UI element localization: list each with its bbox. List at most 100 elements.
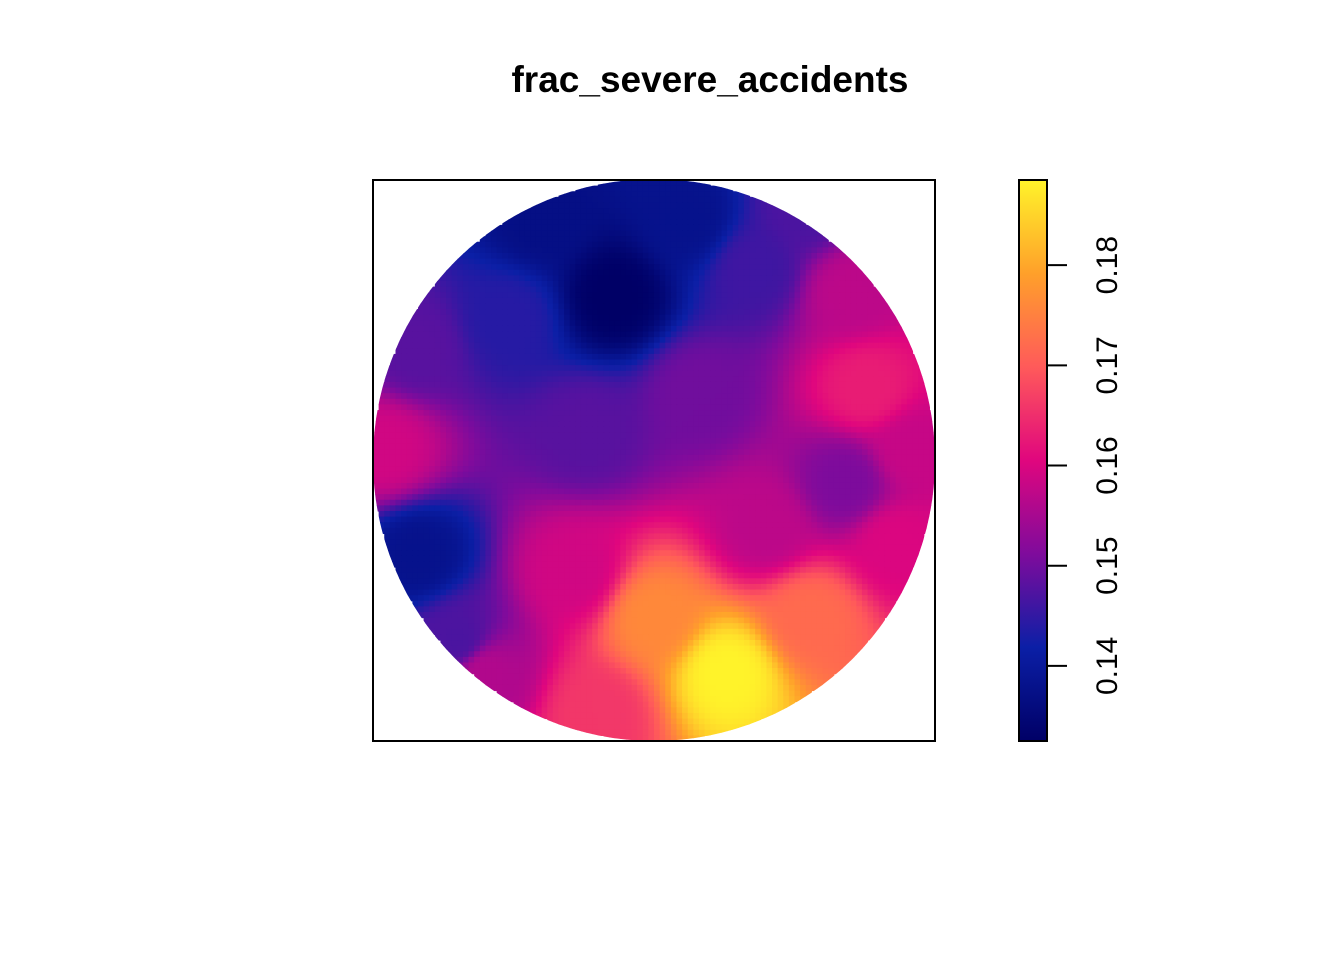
heat-cell [395,494,402,501]
heat-cell [485,236,492,243]
heat-cell [906,510,914,518]
heat-cell [845,309,852,316]
heat-cell [845,460,852,467]
heat-cell [440,297,447,305]
heat-cell [648,286,655,293]
heat-cell [654,426,661,434]
heat-cell [676,337,683,344]
heat-cell [586,404,593,411]
heat-cell [597,438,605,445]
heat-cell [704,443,711,450]
heat-cell [558,404,565,411]
heat-cell [401,342,408,349]
heat-cell [620,297,627,305]
heat-cell [625,438,633,445]
heat-cell [805,224,812,232]
heat-cell [558,297,565,305]
heat-cell [373,421,380,428]
heat-cell [412,471,419,478]
heat-cell [474,303,481,310]
heat-cell [811,314,818,321]
heat-cell [474,370,481,377]
heat-cell [603,410,610,417]
heat-cell [423,505,430,512]
heat-cell [603,219,610,226]
heat-cell [620,398,627,405]
heat-cell [822,510,829,518]
heat-cell [631,510,638,518]
heat-cell [755,510,762,518]
heat-cell [760,499,767,506]
heat-cell [861,449,869,456]
heat-cell [772,432,779,439]
heat-cell [828,247,835,254]
heat-cell [884,353,891,361]
heat-cell [479,297,486,305]
heat-cell [524,325,531,333]
heat-cell [507,421,515,428]
heat-cell [569,337,576,344]
heat-cell [884,376,891,383]
heat-cell [693,303,700,310]
heat-cell [777,309,784,316]
heat-cell [721,488,728,495]
heat-cell [665,264,672,271]
heat-cell [524,224,531,232]
heat-cell [833,449,841,456]
heat-cell [575,275,582,282]
heat-cell [895,421,902,428]
heat-cell [541,224,548,232]
heat-cell [519,275,526,282]
heat-cell [766,482,773,490]
heat-cell [547,410,554,417]
heat-cell [766,365,773,372]
heat-cell [755,365,762,372]
heat-cell [530,325,537,333]
heat-cell [378,421,385,428]
heat-cell [648,252,655,260]
heat-cell [777,219,784,226]
heat-cell [378,381,385,389]
heat-cell [800,460,807,467]
heat-cell [648,393,655,400]
heat-cell [474,499,481,506]
heat-cell [682,438,689,445]
heat-cell [659,449,666,456]
heat-cell [749,505,756,512]
heat-cell [772,494,779,501]
heat-cell [670,449,678,456]
heat-cell [772,247,779,254]
heat-cell [535,460,543,467]
heat-cell [867,342,874,349]
heat-cell [783,320,790,327]
heat-cell [417,488,425,495]
heat-cell [451,393,458,400]
heat-cell [569,421,576,428]
heat-cell [659,213,666,220]
heat-cell [659,292,666,299]
heat-cell [856,353,863,361]
heat-cell [406,337,413,344]
heat-cell [648,353,655,361]
heat-cell [552,370,560,377]
heat-cell [586,432,593,439]
heat-cell [524,449,531,456]
heat-cell [625,224,633,232]
heat-cell [727,219,734,226]
heat-cell [491,421,498,428]
heat-cell [788,236,796,243]
heat-cell [502,303,509,310]
heat-cell [479,488,486,495]
heat-cell [743,292,751,299]
heat-cell [417,415,425,422]
heat-cell [839,342,846,349]
heat-cell [861,297,869,305]
heat-cell [406,410,413,417]
heat-cell [642,466,649,473]
heat-cell [575,477,582,484]
heat-cell [440,387,447,394]
heat-cell [732,236,739,243]
heat-cell [715,415,723,422]
heat-cell [558,208,565,215]
heat-cell [541,353,548,361]
